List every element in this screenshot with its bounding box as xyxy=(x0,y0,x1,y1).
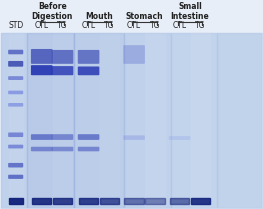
Bar xyxy=(170,33,189,208)
FancyBboxPatch shape xyxy=(8,50,23,54)
Text: CTL: CTL xyxy=(127,21,141,30)
FancyBboxPatch shape xyxy=(8,61,23,67)
Text: CTL: CTL xyxy=(173,21,187,30)
Text: TG: TG xyxy=(57,21,68,30)
Text: TG: TG xyxy=(150,21,160,30)
FancyBboxPatch shape xyxy=(78,50,99,64)
Text: Stomach: Stomach xyxy=(126,12,163,21)
FancyBboxPatch shape xyxy=(8,91,23,94)
Text: CTL: CTL xyxy=(35,21,49,30)
Bar xyxy=(145,33,165,208)
FancyBboxPatch shape xyxy=(31,134,53,140)
FancyBboxPatch shape xyxy=(78,147,99,151)
Bar xyxy=(218,33,262,208)
FancyBboxPatch shape xyxy=(78,66,99,75)
Bar xyxy=(53,33,72,208)
Bar xyxy=(79,198,98,204)
Bar xyxy=(8,33,23,208)
Text: Small
Intestine: Small Intestine xyxy=(171,2,209,21)
Bar xyxy=(8,198,23,204)
Text: TG: TG xyxy=(195,21,206,30)
FancyBboxPatch shape xyxy=(31,147,53,151)
FancyBboxPatch shape xyxy=(8,175,23,179)
Text: Mouth: Mouth xyxy=(85,12,113,21)
FancyBboxPatch shape xyxy=(52,147,73,151)
Bar xyxy=(79,33,98,208)
Bar xyxy=(32,33,52,208)
FancyBboxPatch shape xyxy=(31,65,53,75)
Bar xyxy=(32,198,52,204)
Bar xyxy=(1,33,27,208)
FancyBboxPatch shape xyxy=(52,66,73,75)
Bar xyxy=(124,198,144,204)
Bar xyxy=(74,33,124,208)
Bar xyxy=(53,198,72,204)
Bar xyxy=(124,33,170,208)
Text: STD: STD xyxy=(8,21,23,30)
FancyBboxPatch shape xyxy=(52,134,73,140)
Bar xyxy=(170,33,218,208)
Bar xyxy=(170,198,189,204)
FancyBboxPatch shape xyxy=(8,145,23,148)
FancyBboxPatch shape xyxy=(8,163,23,167)
FancyBboxPatch shape xyxy=(31,49,53,64)
FancyBboxPatch shape xyxy=(8,76,23,80)
Text: TG: TG xyxy=(104,21,115,30)
Text: CTL: CTL xyxy=(82,21,96,30)
FancyBboxPatch shape xyxy=(8,103,23,107)
FancyBboxPatch shape xyxy=(8,133,23,137)
FancyBboxPatch shape xyxy=(169,136,190,140)
Bar xyxy=(124,33,144,208)
Bar xyxy=(191,198,210,204)
FancyBboxPatch shape xyxy=(52,50,73,64)
FancyBboxPatch shape xyxy=(123,135,145,140)
FancyBboxPatch shape xyxy=(78,134,99,140)
Text: Before
Digestion: Before Digestion xyxy=(32,2,73,21)
Bar xyxy=(27,33,74,208)
Bar xyxy=(191,33,210,208)
Bar xyxy=(100,33,119,208)
FancyBboxPatch shape xyxy=(123,45,145,64)
Bar xyxy=(100,198,119,204)
Bar xyxy=(145,198,165,204)
